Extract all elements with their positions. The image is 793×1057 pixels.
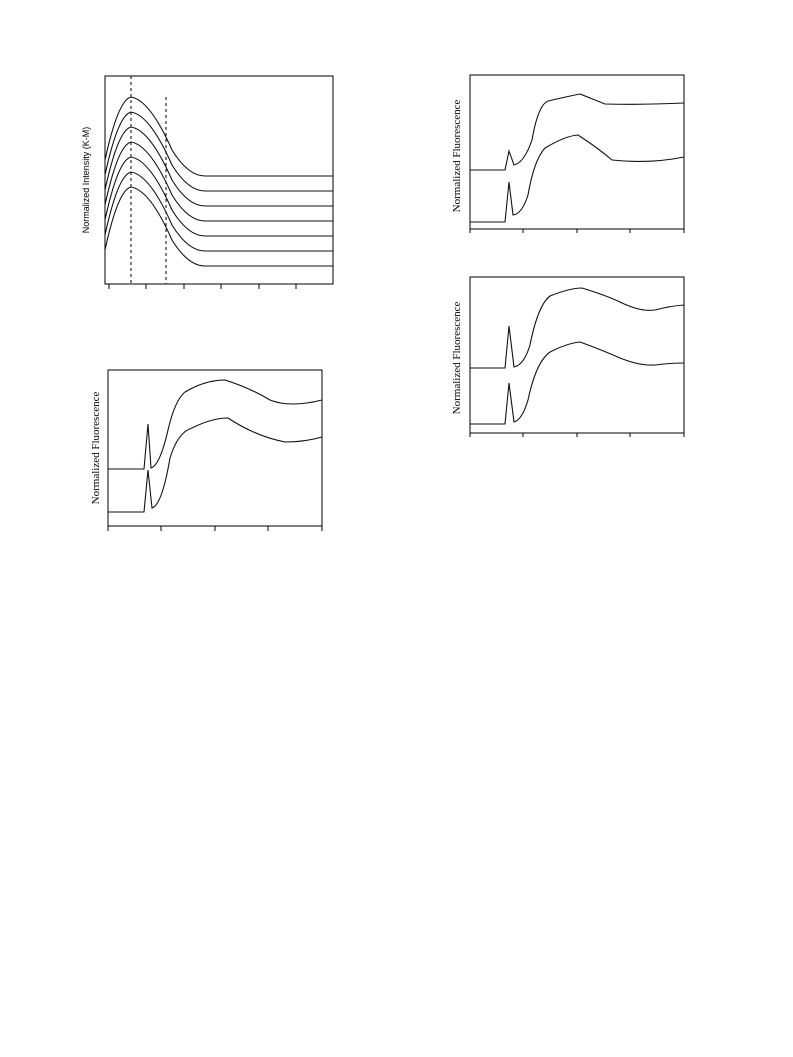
plot-frame xyxy=(469,74,685,230)
curve xyxy=(104,96,333,177)
y-axis-label: Normalized Fluorescence xyxy=(451,100,463,213)
y-axis-label: Normalized Intensity (K-M) xyxy=(81,127,91,234)
ticks xyxy=(107,526,323,531)
curve xyxy=(470,287,685,369)
ticks xyxy=(469,229,685,233)
curve xyxy=(470,134,685,223)
y-axis-label: Normalized Fluorescence xyxy=(451,302,463,415)
figure-b: Normalized Fluorescence xyxy=(90,369,323,531)
curves xyxy=(104,96,333,267)
ticks xyxy=(108,284,297,289)
figure-c: Normalized Fluorescence xyxy=(451,74,685,233)
curve xyxy=(104,171,333,252)
curve xyxy=(108,417,323,513)
curve xyxy=(470,93,685,171)
ticks xyxy=(469,433,685,437)
plot-frame xyxy=(104,75,334,285)
curve xyxy=(104,111,333,192)
figure-a: Normalized Intensity (K-M) xyxy=(81,75,334,289)
y-axis-label: Normalized Fluorescence xyxy=(90,392,102,505)
curve xyxy=(104,126,333,207)
plot-frame xyxy=(469,276,685,434)
plot-frame xyxy=(107,369,323,527)
curve xyxy=(470,341,685,425)
figure-d: Normalized Fluorescence xyxy=(451,276,685,437)
curve xyxy=(104,156,333,237)
curve xyxy=(108,379,323,470)
curve xyxy=(104,186,333,267)
curve xyxy=(104,141,333,222)
